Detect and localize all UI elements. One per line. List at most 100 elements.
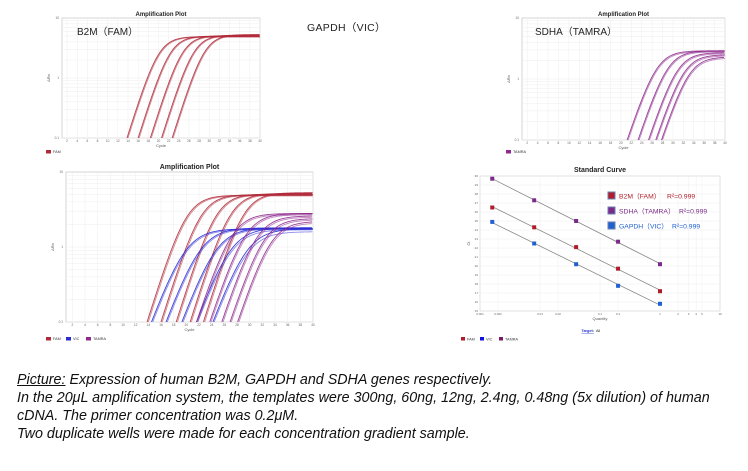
standard-curve-chart: 0.001 0.002 0.01 0.02 0.1 0.2 1 2 3 4 5 10151617181…	[461, 167, 722, 341]
y-tick-label: 28	[475, 192, 479, 196]
x-tick-label: 14	[588, 141, 592, 145]
x-tick-label: 32	[682, 141, 686, 145]
legend-label: TAMRA	[93, 337, 106, 341]
x-tick-label: 22	[167, 139, 171, 143]
x-axis-label: Cycle	[156, 143, 167, 148]
y-tick-label: 16	[475, 300, 479, 304]
x-tick-label: 4	[76, 139, 78, 143]
x-tick-label: 34	[228, 139, 232, 143]
x-tick-label: 0.002	[494, 312, 502, 316]
amplification-curve-tamra	[229, 218, 313, 323]
x-tick-label: 24	[210, 323, 214, 327]
amplification-curve-tamra	[656, 55, 725, 141]
amplification-curve-fam	[204, 192, 313, 323]
x-tick-label: 28	[197, 139, 201, 143]
data-point	[532, 198, 537, 203]
legend-label: FAM	[53, 337, 61, 341]
legend-swatch	[461, 337, 465, 341]
x-tick-label: 18	[609, 141, 613, 145]
legend-swatch	[480, 337, 484, 341]
x-tick-label: 2	[526, 141, 528, 145]
x-tick-label: 10	[567, 141, 571, 145]
y-tick-label: 20	[475, 264, 479, 268]
data-point	[532, 241, 537, 246]
x-axis-label: Cycle	[184, 327, 195, 332]
amplification-curve-fam	[150, 35, 260, 139]
x-tick-label: 5	[701, 312, 703, 316]
x-tick-label: 1	[659, 312, 661, 316]
x-tick-label: 38	[299, 323, 303, 327]
y-tick-label: 1	[61, 245, 63, 249]
legend-r2: R²=0.999	[672, 224, 700, 231]
x-tick-label: 4	[84, 323, 86, 327]
amplification-curve-tamra	[638, 51, 725, 141]
gene-label: B2M（FAM）	[77, 26, 138, 38]
y-tick-label: 29	[475, 183, 479, 187]
x-tick-label: 26	[650, 141, 654, 145]
y-tick-label: 10	[55, 16, 59, 20]
caption-lead: Picture:	[17, 372, 66, 388]
x-tick-label: 20	[185, 323, 189, 327]
amplification-plot-sdha: 2 4 6 8 10 12 14 16 18 20 22 24 26 28 30 32 34 36 38 400.11…	[506, 12, 727, 154]
data-point	[658, 301, 662, 306]
amplification-curve-tamra	[209, 213, 313, 323]
amplification-curve-tamra	[648, 52, 724, 141]
y-tick-label: 10	[59, 170, 63, 174]
x-tick-label: 10	[121, 323, 125, 327]
y-tick-label: 0.1	[515, 138, 520, 142]
x-tick-label: 26	[187, 139, 191, 143]
x-tick-label: 40	[723, 141, 727, 145]
legend-swatch	[607, 206, 616, 215]
data-point	[616, 266, 621, 271]
x-tick-label: 20	[619, 141, 623, 145]
x-tick-label: 0.02	[555, 312, 561, 316]
y-tick-label: 17	[475, 291, 479, 295]
chart-title: Amplification Plot	[136, 12, 187, 18]
caption-line-1: Picture: Expression of human B2M, GAPDH …	[17, 371, 737, 389]
y-tick-label: 18	[475, 282, 479, 286]
y-axis-label: ΔRn	[46, 74, 51, 82]
x-tick-label: 8	[558, 141, 560, 145]
data-point	[532, 225, 537, 230]
x-tick-label: 6	[97, 323, 99, 327]
x-tick-label: 2	[71, 323, 73, 327]
data-point	[658, 262, 662, 267]
legend-label: TAMRA	[505, 337, 518, 341]
x-tick-label: 12	[577, 141, 581, 145]
target-value: All	[596, 329, 600, 333]
y-tick-label: 19	[475, 273, 479, 277]
x-tick-label: 4	[537, 141, 539, 145]
x-tick-label: 12	[134, 323, 138, 327]
amplification-curve-vic	[182, 228, 313, 323]
y-tick-label: 1	[57, 76, 59, 80]
x-tick-label: 40	[258, 139, 262, 143]
target-link[interactable]: Target:	[581, 329, 594, 333]
legend-swatch	[607, 191, 616, 200]
amplification-curve-tamra	[237, 221, 313, 323]
legend-swatch	[607, 221, 616, 230]
x-tick-label: 30	[207, 139, 211, 143]
amplification-curve-tamra	[238, 223, 312, 323]
x-tick-label: 10	[718, 312, 722, 316]
gene-label: SDHA（TAMRA）	[535, 26, 617, 38]
y-tick-label: 24	[475, 228, 479, 232]
legend-swatch	[86, 337, 91, 341]
x-tick-label: 24	[177, 139, 181, 143]
x-tick-label: 16	[159, 323, 163, 327]
amplification-curve-tamra	[210, 214, 313, 323]
legend-label: GAPDH（VIC）	[619, 223, 668, 231]
amplification-curve-vic	[196, 227, 313, 323]
amplification-plot-b2m: 2 4 6 8 10 12 14 16 18 20 22 24 26 28 30 32 34 36 38 400.11…	[46, 12, 262, 154]
x-tick-label: 2	[677, 312, 679, 316]
legend-label: VIC	[486, 337, 493, 341]
chart-title: Amplification Plot	[160, 164, 220, 171]
amplification-curve-tamra	[221, 215, 313, 323]
x-tick-label: 0.001	[476, 312, 484, 316]
amplification-curve-vic	[213, 231, 313, 323]
y-tick-label: 22	[475, 246, 479, 250]
y-tick-label: 30	[475, 174, 479, 178]
x-tick-label: 32	[218, 139, 222, 143]
y-tick-label: 21	[475, 255, 479, 259]
x-tick-label: 0.01	[537, 312, 543, 316]
x-tick-label: 8	[109, 323, 111, 327]
